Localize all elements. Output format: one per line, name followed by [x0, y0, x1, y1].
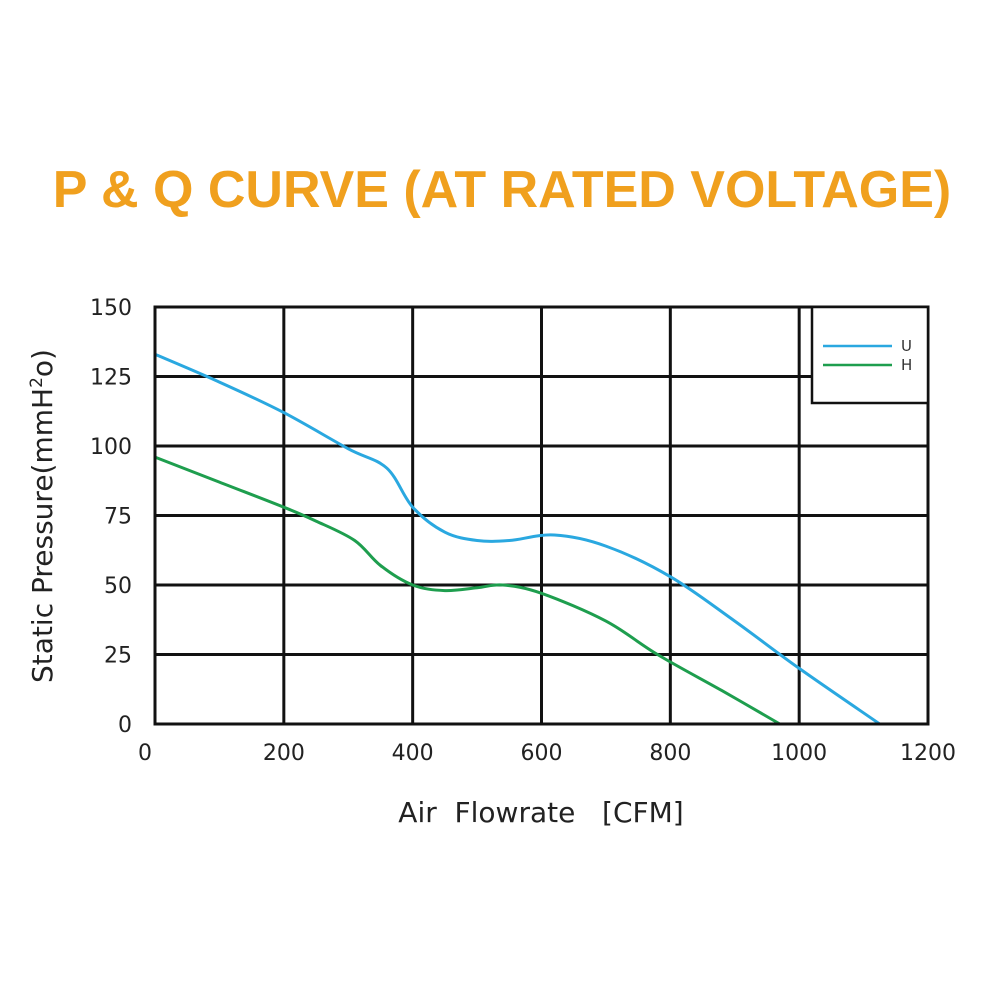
y-axis-label-end: o): [26, 349, 59, 377]
x-tick-label-400: 400: [392, 741, 434, 766]
y-axis-label-main: Static Pressure(mmH: [26, 388, 59, 683]
x-tick-label-200: 200: [263, 741, 305, 766]
series-lines: [154, 352, 881, 726]
y-tick-label-100: 100: [90, 435, 132, 460]
y-tick-label-50: 50: [104, 574, 132, 599]
y-axis-label-superscript: 2: [27, 377, 47, 388]
x-tick-label-0: 0: [138, 741, 152, 766]
y-tick-label-0: 0: [118, 713, 132, 738]
x-tick-label-1200: 1200: [900, 741, 956, 766]
y-tick-label-150: 150: [90, 296, 132, 321]
legend: UH: [810, 305, 930, 405]
y-tick-label-25: 25: [104, 644, 132, 669]
x-tick-label-800: 800: [649, 741, 691, 766]
y-tick-label-125: 125: [90, 366, 132, 391]
x-tick-label-600: 600: [521, 741, 563, 766]
legend-label-H: H: [901, 356, 912, 374]
y-axis-label: Static Pressure(mmH2o): [26, 349, 59, 683]
tick-labels: 0 200 400 600 800 1000 1200 0 25 50 75 100 125 150: [90, 296, 956, 766]
chart-title: P & Q CURVE (AT RATED VOLTAGE): [52, 161, 952, 219]
x-axis-label: Air Flowrate [CFM]: [398, 796, 683, 829]
series-line-H: [154, 455, 781, 726]
y-tick-label-75: 75: [104, 505, 132, 530]
legend-label-U: U: [901, 337, 912, 355]
series-line-U: [154, 352, 881, 726]
plot-frame: [153, 305, 930, 726]
legend-box: [810, 305, 930, 405]
x-tick-label-1000: 1000: [771, 741, 827, 766]
